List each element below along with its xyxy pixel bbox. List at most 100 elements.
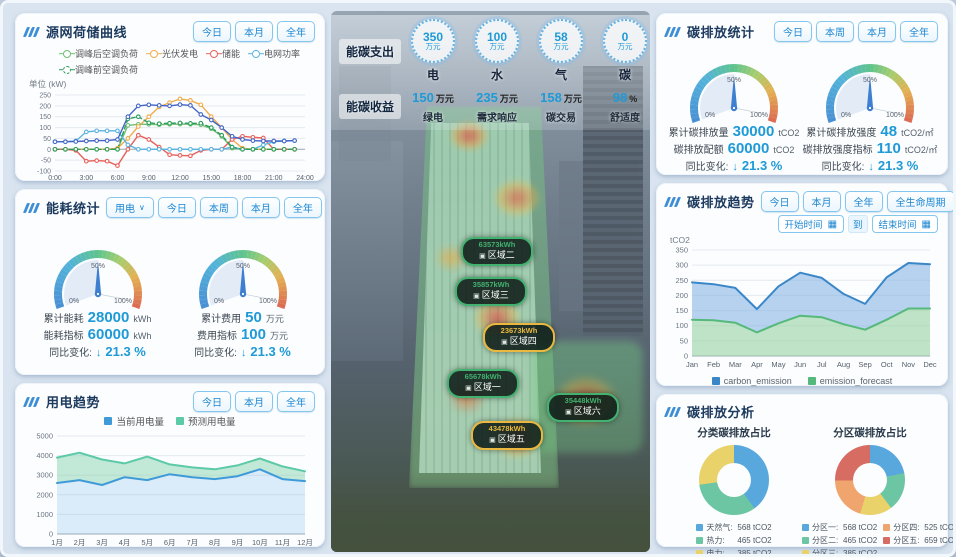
svg-text:350: 350: [675, 246, 688, 255]
legend-label: 光伏发电: [162, 49, 199, 59]
zone-marker[interactable]: 23673kWh ▣ 区域四: [483, 323, 555, 352]
panel-title: 碳排放趋势: [687, 195, 755, 210]
time-filter-button[interactable]: 本月: [235, 21, 273, 42]
time-filter-button[interactable]: 今日: [760, 191, 799, 212]
svg-text:6:00: 6:00: [111, 175, 125, 182]
down-arrow-icon: ↓: [868, 161, 874, 173]
donut-legend-item[interactable]: 电力: 385 tCO2: [696, 548, 772, 554]
donut-legend-item[interactable]: 分区二: 465 tCO2: [802, 535, 877, 546]
legend-item[interactable]: 调峰前空调负荷: [63, 63, 138, 76]
svg-text:50: 50: [43, 136, 51, 143]
svg-text:18:00: 18:00: [234, 175, 252, 182]
panel-slashes-icon: [22, 26, 41, 37]
svg-text:10月: 10月: [252, 538, 268, 547]
zone-marker[interactable]: 35857kWh ▣ 区域三: [455, 277, 527, 306]
legend-item[interactable]: 调峰后空调负荷: [63, 47, 138, 60]
svg-text:250: 250: [39, 93, 51, 100]
gauge-block: 0% 50% 100% 累计费用 50 万元 费用指标 100 万元 同比变化: ↓ 21.3 %: [172, 234, 314, 361]
zone-donut-column: 分区碳排放占比 分区一: 568 tCO2 分区二: 465 tCO2 分区三: 385 …: [802, 423, 953, 554]
time-filter-button[interactable]: 本月: [241, 197, 280, 218]
legend-marker-icon: [63, 65, 71, 74]
svg-text:4000: 4000: [36, 451, 53, 460]
down-arrow-icon: ↓: [95, 347, 102, 359]
time-filter-button[interactable]: 今日: [774, 21, 812, 42]
panel-slashes-icon: [663, 26, 682, 37]
panel-carbon-trend: 碳排放趋势 今日 本月 全年 全生命周期 开始时间 ▦ 到 结束时间 ▦ tCO2 350…: [656, 183, 953, 386]
stat-row: 碳排放配额 60000 tCO2: [673, 140, 795, 157]
time-filter-group: 今日 本月 全年: [193, 21, 315, 42]
svg-text:150: 150: [675, 306, 688, 315]
panel-slashes-icon: [22, 396, 41, 407]
time-filter-button[interactable]: 全生命周期: [886, 191, 953, 212]
svg-text:5月: 5月: [141, 538, 153, 547]
date-to-label: 到: [848, 215, 868, 233]
gauge-block: 0% 50% 100% 累计能耗 28000 kWh 能耗指标 60000 kWh 同比变化: ↓ 2…: [27, 234, 169, 361]
donut-legend-item[interactable]: 分区四: 525 tCO2: [883, 522, 953, 533]
time-filter-button[interactable]: 今日: [193, 391, 231, 412]
ground: [331, 472, 650, 552]
down-arrow-icon: ↓: [732, 161, 738, 173]
legend-item[interactable]: emission_forecast: [807, 376, 892, 386]
time-filter-button[interactable]: 今日: [193, 21, 231, 42]
time-filter-button[interactable]: 本月: [802, 191, 841, 212]
expense-metrics: 350 万元电 100 万元水 58 万元气 0 万元碳: [401, 19, 650, 83]
svg-text:8月: 8月: [209, 538, 221, 547]
svg-text:21:00: 21:00: [265, 175, 283, 182]
time-filter-group: 今日 本周 本月 全年: [774, 21, 938, 42]
gauge-group: 0% 50% 100% 累计能耗 28000 kWh 能耗指标 60000 kWh 同比变化: ↓ 2…: [25, 234, 315, 361]
time-filter-button[interactable]: 本月: [235, 391, 273, 412]
time-filter-group: 用电 ∨ 今日 本周 本月 全年: [106, 197, 322, 218]
energy-type-dropdown[interactable]: 用电 ∨: [106, 197, 154, 218]
panel-slashes-icon: [22, 202, 41, 213]
svg-text:1000: 1000: [36, 510, 53, 519]
svg-text:6月: 6月: [164, 538, 176, 547]
legend-marker-icon: [883, 524, 891, 531]
expense-row: 能碳支出 350 万元电 100 万元水 58 万元气 0 万元碳: [339, 19, 647, 83]
income-row: 能碳收益 150 万元 绿电 235 万元 需求响应 158 万元 碳交易 98% 舒适度: [339, 89, 642, 124]
donut-legend-item[interactable]: 天然气: 568 tCO2: [696, 522, 772, 533]
end-date-input[interactable]: 结束时间 ▦: [871, 215, 938, 233]
expense-label: 能碳支出: [339, 38, 401, 64]
legend-item[interactable]: 预测用电量: [176, 414, 236, 428]
donut-legend-item[interactable]: 热力: 465 tCO2: [696, 535, 772, 546]
time-filter-button[interactable]: 全年: [283, 197, 322, 218]
donut-legend-item[interactable]: 分区三: 385 tCO2: [802, 548, 877, 554]
panel-power-trend: 用电趋势 今日 本月 全年 当前用电量 预测用电量 5000 4000 3000 2000 1…: [15, 383, 325, 547]
zone-marker[interactable]: 43478kWh ▣ 区域五: [471, 421, 543, 450]
svg-text:0%: 0%: [841, 112, 851, 119]
stat-row: 累计碳排放强度 48 tCO2/㎡: [806, 123, 934, 140]
zone-box-icon: ▣: [489, 436, 496, 444]
gauge-chart: 0% 50% 100%: [53, 250, 142, 310]
zone-marker[interactable]: 65678kWh ▣ 区域一: [447, 369, 519, 398]
svg-text:May: May: [771, 360, 785, 369]
donut-legend-item[interactable]: 分区五: 659 tCO2: [883, 535, 953, 546]
time-filter-button[interactable]: 全年: [900, 21, 938, 42]
legend-label: 调峰后空调负荷: [75, 49, 139, 59]
panel-header: 用电趋势 今日 本月 全年: [22, 391, 315, 412]
time-filter-button[interactable]: 今日: [157, 197, 196, 218]
time-filter-button[interactable]: 全年: [277, 21, 315, 42]
legend-item[interactable]: 光伏发电: [150, 47, 198, 60]
panel-source-grid-load-storage: 源网荷储曲线 今日 本月 全年 调峰后空调负荷 光伏发电 储能 电网功率 调峰前空调负荷 单…: [15, 13, 325, 182]
legend-item[interactable]: 储能: [210, 47, 240, 60]
zone-marker[interactable]: 63573kWh ▣ 区域二: [461, 237, 533, 266]
legend-item[interactable]: carbon_emission: [711, 376, 792, 386]
date-range-picker: 开始时间 ▦ 到 结束时间 ▦: [666, 215, 938, 233]
svg-text:0: 0: [49, 530, 53, 539]
legend-item[interactable]: 当前用电量: [104, 414, 164, 428]
svg-text:11月: 11月: [275, 538, 290, 547]
legend-item[interactable]: 电网功率: [252, 47, 300, 60]
time-filter-button[interactable]: 本周: [199, 197, 238, 218]
stat-row: 碳排放强度指标 110 tCO2/㎡: [802, 140, 938, 157]
time-filter-button[interactable]: 本月: [858, 21, 896, 42]
start-date-input[interactable]: 开始时间 ▦: [777, 215, 845, 233]
svg-text:50%: 50%: [727, 77, 741, 84]
zone-marker[interactable]: 35448kWh ▣ 区域六: [547, 393, 619, 422]
calendar-icon: ▦: [827, 218, 838, 230]
time-filter-button[interactable]: 本周: [816, 21, 854, 42]
time-filter-button[interactable]: 全年: [844, 191, 883, 212]
time-filter-button[interactable]: 全年: [277, 391, 315, 412]
stat-row: 累计费用 50 万元: [201, 309, 284, 326]
donut-legend-item[interactable]: 分区一: 568 tCO2: [802, 522, 877, 533]
yoy-row: 同比变化: ↓ 21.3 %: [194, 344, 291, 359]
